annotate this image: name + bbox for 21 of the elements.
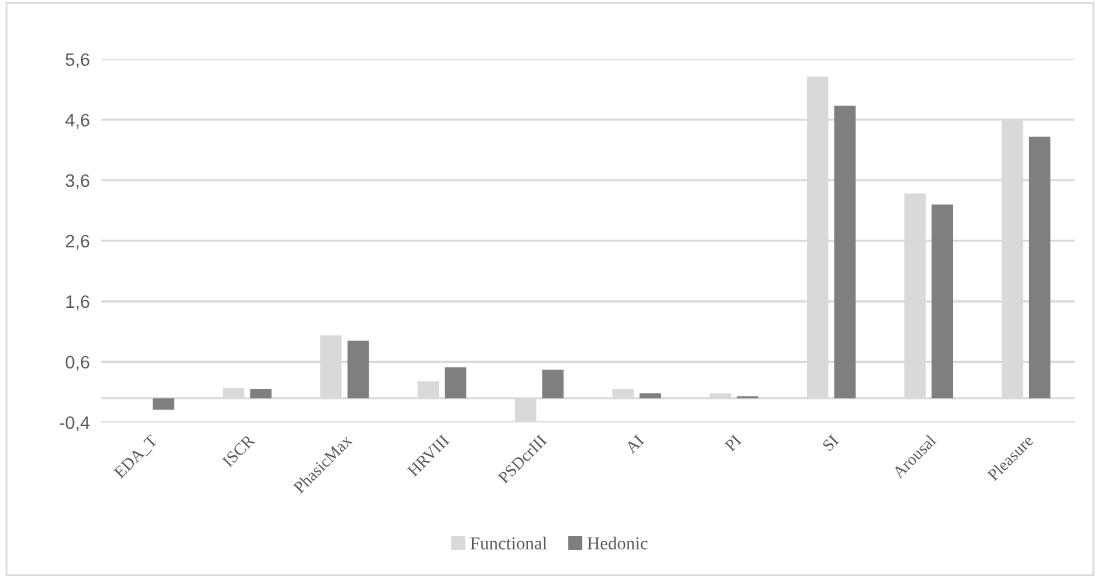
x-tick-label: PI xyxy=(724,434,742,452)
bar xyxy=(542,369,564,399)
y-tick-label: 5,6 xyxy=(65,53,90,69)
bar xyxy=(639,393,661,399)
bar xyxy=(347,340,369,399)
bar xyxy=(444,367,467,399)
legend-label: Functional xyxy=(470,536,547,550)
y-tick-label: 1,6 xyxy=(66,295,90,311)
y-tick-label: 3,6 xyxy=(65,174,90,190)
x-tick-label: AI xyxy=(624,434,645,454)
x-tick-label: SI xyxy=(822,434,840,452)
bar xyxy=(1028,136,1051,399)
y-tick-label: -0,4 xyxy=(59,416,90,432)
bar xyxy=(152,398,175,410)
bar xyxy=(834,105,856,399)
bar xyxy=(931,204,954,399)
y-tick-label: 4,6 xyxy=(65,113,90,129)
bar xyxy=(250,389,272,399)
legend-label: Hedonic xyxy=(587,536,648,550)
y-tick-label: 2,6 xyxy=(65,234,90,250)
y-tick-label: 0,6 xyxy=(65,355,90,371)
